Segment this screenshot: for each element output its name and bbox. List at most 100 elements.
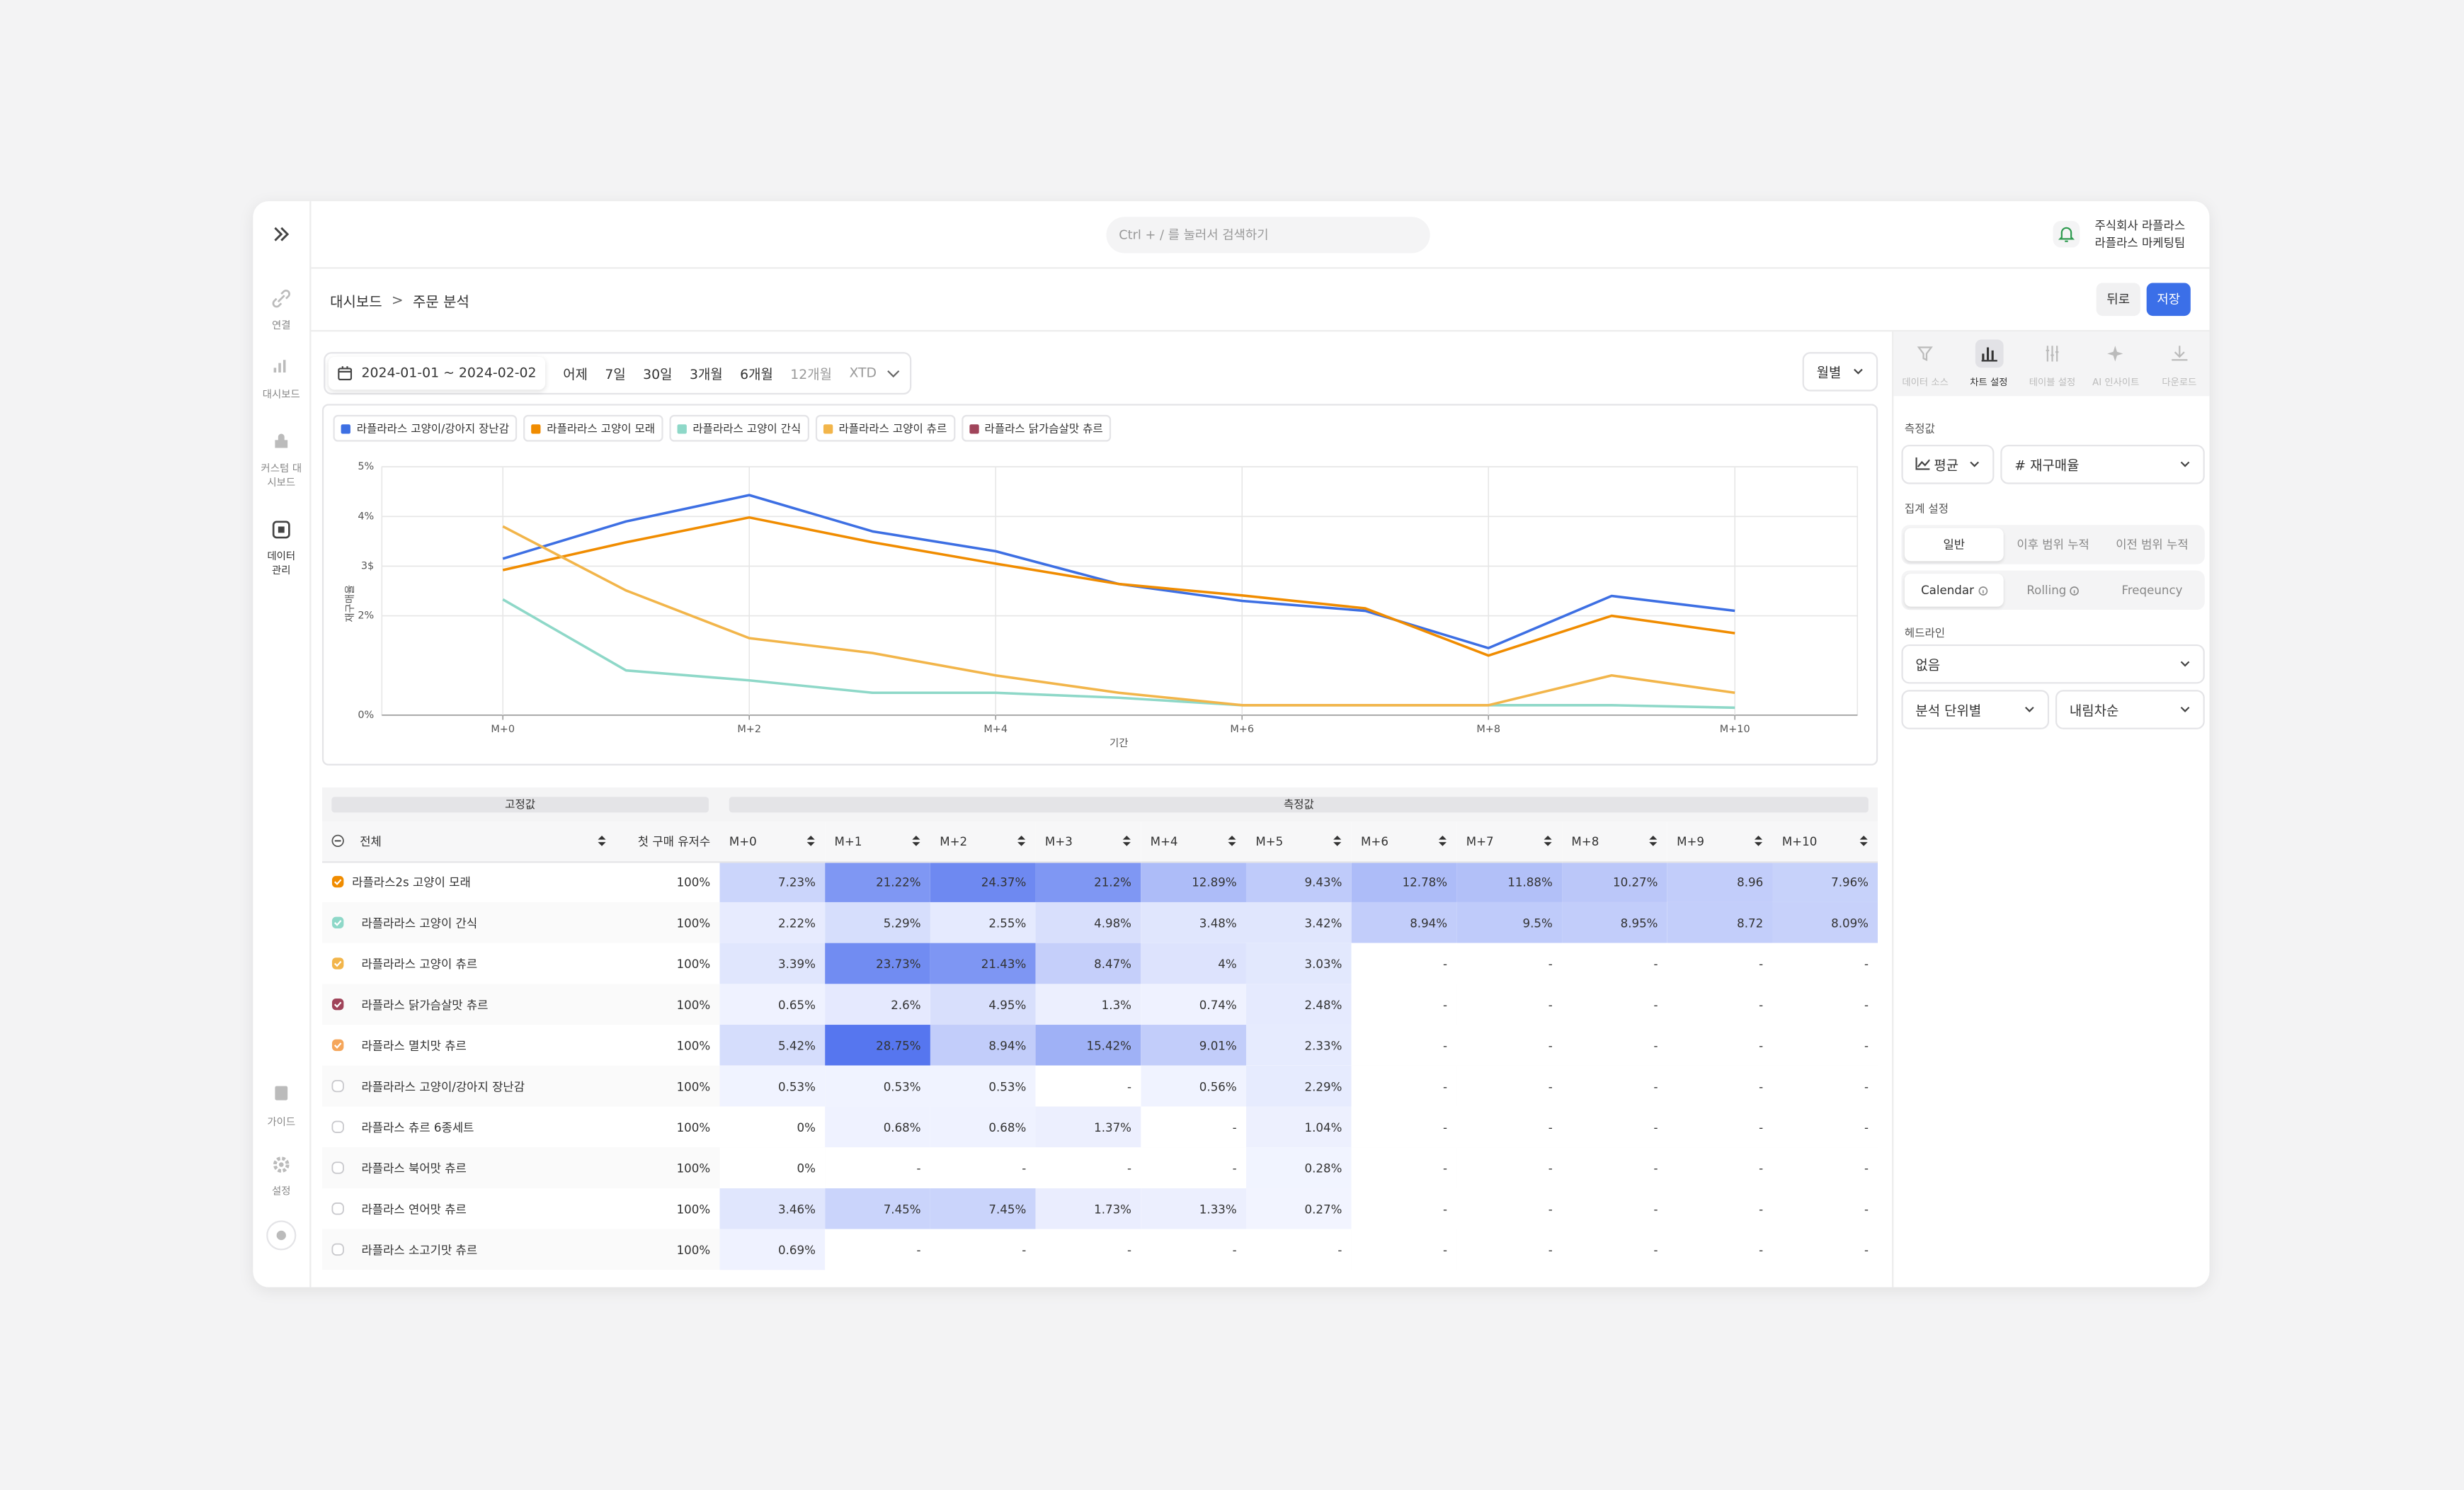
preset[interactable]: 3개월 xyxy=(689,367,723,383)
segment[interactable]: Freqeuncy xyxy=(2103,574,2202,607)
dashboard-icon[interactable] xyxy=(273,358,289,374)
row-checkbox[interactable] xyxy=(331,1039,344,1052)
segment[interactable]: 이후 범위 누적 xyxy=(2004,528,2103,562)
preset[interactable]: XTD xyxy=(849,365,877,382)
sort-icon[interactable] xyxy=(1859,835,1869,848)
panel-tab[interactable]: 테이블 설정 xyxy=(2021,331,2084,396)
preset[interactable]: 6개월 xyxy=(740,367,773,383)
segment-label: 이후 범위 누적 xyxy=(2017,538,2089,552)
sort-icon[interactable] xyxy=(597,835,606,848)
date-picker[interactable]: 2024-01-01 ~ 2024-02-02 xyxy=(328,356,546,390)
chevron xyxy=(1970,461,1979,467)
metric-select[interactable]: # 재구매율 xyxy=(2000,445,2205,484)
legend-item[interactable]: 라플라스 닭가슴살맛 츄르 xyxy=(961,414,1111,442)
crumb[interactable]: 대시보드 xyxy=(330,295,382,312)
row-checkbox[interactable] xyxy=(331,1079,344,1093)
row-checkbox[interactable] xyxy=(331,998,344,1011)
preset[interactable]: 7일 xyxy=(605,367,626,383)
panel-tab[interactable]: AI 인사이트 xyxy=(2084,331,2148,396)
user-count: 100% xyxy=(676,1161,711,1175)
legend-text: 라플라라스 고양이 모래 xyxy=(547,421,656,435)
row-checkbox[interactable] xyxy=(331,1161,344,1174)
preset[interactable]: 30일 xyxy=(643,367,673,383)
search[interactable]: Ctrl + / 를 눌러서 검색하기 xyxy=(1106,217,1430,254)
rate-cell: - xyxy=(825,1147,930,1188)
back-button[interactable]: 뒤로 xyxy=(2096,283,2140,317)
preset[interactable]: 12개월 xyxy=(790,367,833,383)
segment[interactable]: Calendar xyxy=(1904,574,2004,607)
legend-item[interactable]: 라플라라스 고양이 모래 xyxy=(523,414,663,442)
nav-label[interactable]: 연결 xyxy=(271,319,291,332)
segment[interactable]: Rolling xyxy=(2004,574,2103,607)
rate-cell: - xyxy=(1667,1025,1773,1066)
sort-icon[interactable] xyxy=(806,835,816,848)
granularity-select[interactable]: 월별 xyxy=(1802,352,1878,392)
theme-toggle[interactable] xyxy=(266,1219,297,1251)
guide-icon[interactable] xyxy=(273,1084,289,1101)
name-cell: 라플라라스 고양이 츄르 xyxy=(322,943,616,984)
row-checkbox[interactable] xyxy=(331,1202,344,1215)
data-icon[interactable] xyxy=(272,521,291,540)
order-select[interactable]: 내림차순 xyxy=(2055,690,2205,729)
select-all-box[interactable] xyxy=(331,835,344,848)
sort-icon[interactable] xyxy=(1333,835,1342,848)
line-icon xyxy=(1915,456,1931,470)
preset[interactable]: 어제 xyxy=(563,367,588,383)
row-checkbox[interactable] xyxy=(331,876,344,889)
segment[interactable]: 이전 범위 누적 xyxy=(2103,528,2202,562)
group-label: 고정값 xyxy=(331,797,709,813)
row-checkbox[interactable] xyxy=(331,1120,344,1133)
tab-label: AI 인사이트 xyxy=(2092,377,2140,389)
table-body: 고정값 측정값 전체 첫 구매 유저수 M+0 M+1 M+2 M+3 M+4 M+5 M+6 M+7… xyxy=(321,787,1878,1270)
panel-tab[interactable]: 다운로드 xyxy=(2148,331,2209,396)
legend-item[interactable]: 라플라라스 고양이 간식 xyxy=(669,414,809,442)
nav-label[interactable]: 대시보드 xyxy=(262,388,300,401)
row-checkbox[interactable] xyxy=(331,916,344,929)
segment-label: Rolling xyxy=(2026,583,2067,598)
save-button[interactable]: 저장 xyxy=(2146,283,2191,317)
legend-item[interactable]: 라플라라스 고양이 츄르 xyxy=(815,414,955,442)
sort-icon[interactable] xyxy=(1754,835,1763,848)
segment-label: 일반 xyxy=(1943,538,1966,552)
user-count: 100% xyxy=(676,1120,711,1134)
custom-icon[interactable] xyxy=(272,432,291,451)
sort-icon[interactable] xyxy=(1017,835,1026,848)
select-all[interactable]: 전체 xyxy=(331,833,382,850)
panel-tab[interactable]: 차트 설정 xyxy=(1957,331,2021,396)
nav-label[interactable]: 가이드 xyxy=(267,1115,296,1129)
nav-label[interactable]: 데이터 관리 xyxy=(267,550,296,577)
cohort-table: 고정값 측정값 전체 첫 구매 유저수 M+0 M+1 M+2 M+3 M+4 M+5 M+6 M+7… xyxy=(321,787,1878,1270)
sort-icon[interactable] xyxy=(1227,835,1236,848)
rate-cell: 0% xyxy=(719,1147,826,1188)
rate-cell: - xyxy=(825,1229,930,1270)
rate-cell: - xyxy=(1562,1106,1667,1148)
panel-tab[interactable]: 데이터 소스 xyxy=(1893,331,1957,396)
header-cell: M+8 xyxy=(1562,822,1667,861)
unit-select[interactable]: 분석 단위별 xyxy=(1901,690,2050,729)
sort-icon[interactable] xyxy=(911,835,920,848)
account[interactable]: 주식회사 라플라스 라플라스 마케팅팀 xyxy=(2094,217,2185,251)
headline-select[interactable]: 없음 xyxy=(1901,644,2205,684)
rate-cell: - xyxy=(1246,1229,1352,1270)
rate-cell: 7.23% xyxy=(719,861,826,902)
nav-label[interactable]: 설정 xyxy=(271,1185,291,1198)
legend-item[interactable]: 라플라라스 고양이/강아지 장난감 xyxy=(333,414,518,442)
expand-icon[interactable] xyxy=(272,227,291,242)
legend-swatch xyxy=(823,423,833,433)
nav-label[interactable]: 커스텀 대시보드 xyxy=(261,462,302,489)
settings-icon[interactable] xyxy=(272,1155,291,1174)
series-line xyxy=(502,494,1735,649)
rate-cell: - xyxy=(1562,1065,1667,1107)
header-cell: M+9 xyxy=(1667,822,1773,861)
sort-icon[interactable] xyxy=(1122,835,1131,848)
sort-icon[interactable] xyxy=(1543,835,1552,848)
aggregation-select[interactable]: 평균 xyxy=(1901,445,1995,484)
sort-icon[interactable] xyxy=(1648,835,1658,848)
link-icon[interactable] xyxy=(272,289,291,308)
sort-icon[interactable] xyxy=(1438,835,1447,848)
row-checkbox[interactable] xyxy=(331,1243,344,1256)
bell[interactable] xyxy=(2053,220,2081,249)
row-checkbox[interactable] xyxy=(331,957,344,970)
segment[interactable]: 일반 xyxy=(1904,528,2004,562)
x-tick-label: M+10 xyxy=(1720,724,1750,735)
